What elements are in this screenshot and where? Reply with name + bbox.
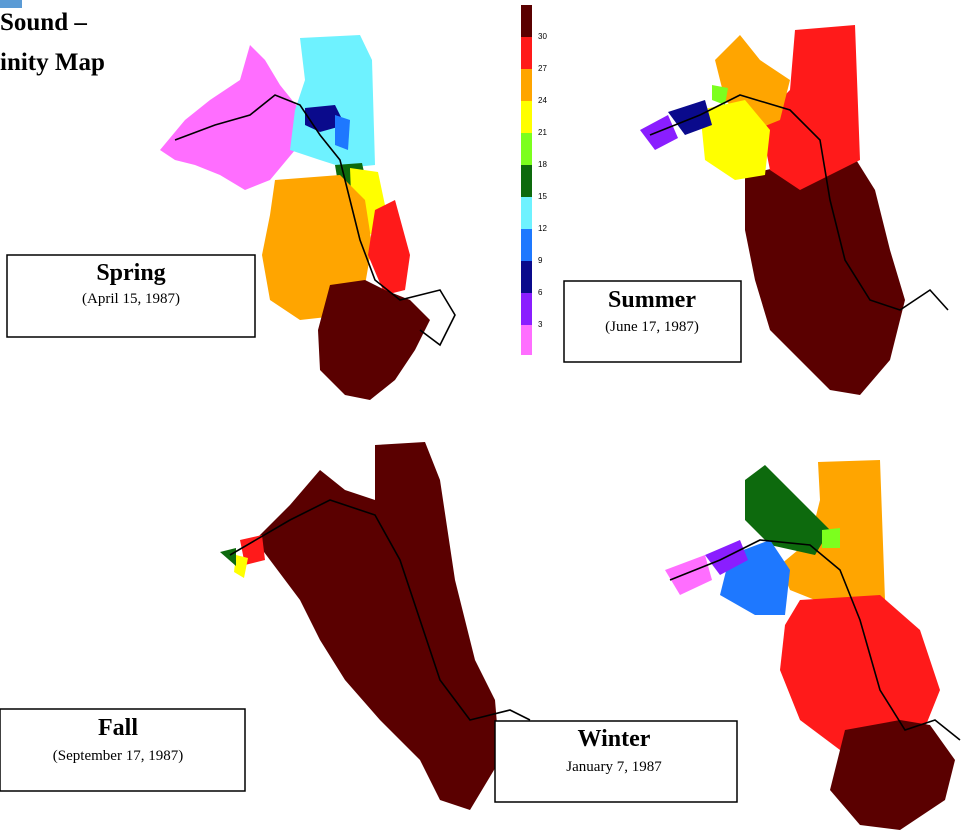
spring-label: Spring (April 15, 1987) <box>7 255 255 337</box>
color-swatch <box>521 261 532 293</box>
title-line: Sound – <box>0 9 87 36</box>
color-swatch <box>521 325 532 355</box>
colorbar-tick-label: 27 <box>538 64 547 73</box>
colorbar <box>521 5 532 355</box>
date: (September 17, 1987) <box>53 748 183 764</box>
colorbar-tick-label: 15 <box>538 192 547 201</box>
colorbar-tick-label: 21 <box>538 128 547 137</box>
colorbar-tick-label: 6 <box>538 288 543 297</box>
color-swatch <box>521 69 532 101</box>
corner-tab <box>0 0 22 8</box>
color-swatch <box>521 197 532 229</box>
date: (June 17, 1987) <box>605 319 699 335</box>
season: Fall <box>98 715 138 741</box>
salinity-maps: Sound – inity Map <box>0 0 967 833</box>
colorbar-tick-label: 9 <box>538 256 543 265</box>
date: (April 15, 1987) <box>82 291 180 307</box>
summer-label: Summer (June 17, 1987) <box>564 281 741 362</box>
colorbar-tick-label: 18 <box>538 160 547 169</box>
color-swatch <box>521 165 532 197</box>
colorbar-tick-label: 3 <box>538 320 543 329</box>
title-line: inity Map <box>0 49 105 76</box>
winter-label: Winter January 7, 1987 <box>495 721 737 802</box>
color-swatch <box>521 5 532 37</box>
colorbar-tick-label: 24 <box>538 96 547 105</box>
season: Spring <box>96 260 165 286</box>
fall-label: Fall (September 17, 1987) <box>0 709 245 791</box>
colorbar-tick-label: 12 <box>538 224 547 233</box>
season: Summer <box>608 287 696 313</box>
date: January 7, 1987 <box>566 759 662 775</box>
color-swatch <box>521 37 532 69</box>
season: Winter <box>578 726 651 752</box>
color-swatch <box>521 133 532 165</box>
color-swatch <box>521 229 532 261</box>
color-swatch <box>521 101 532 133</box>
colorbar-tick-label: 30 <box>538 32 547 41</box>
color-swatch <box>521 293 532 325</box>
